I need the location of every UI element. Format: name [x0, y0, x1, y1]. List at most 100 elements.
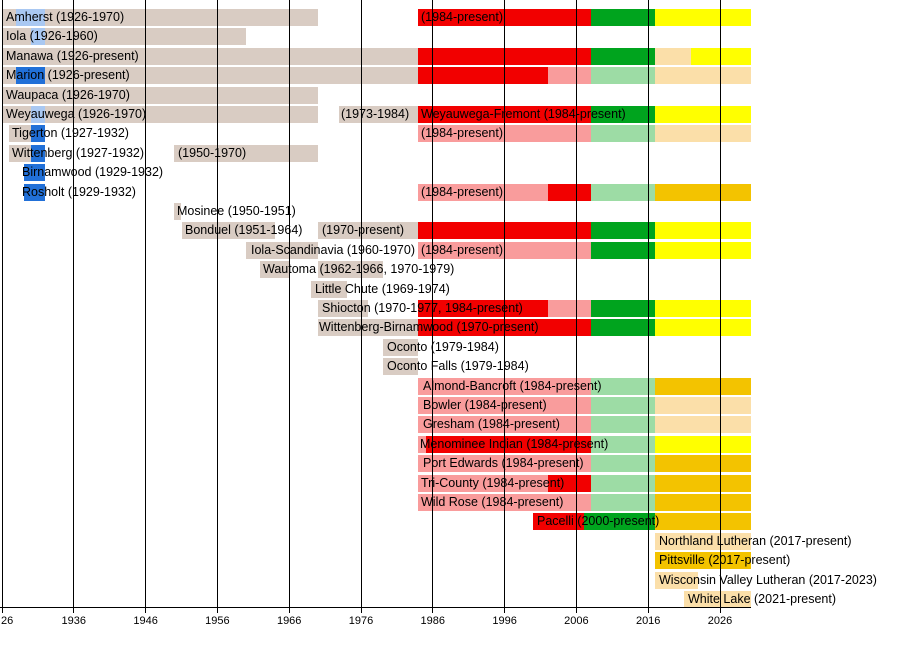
row-label-rosholt: Rosholt (1929-1932) — [22, 184, 136, 199]
row-label-manawa: Manawa (1926-present) — [6, 48, 139, 63]
bar-segment-green — [583, 513, 656, 531]
axis-tick-1956 — [216, 607, 218, 613]
bar-segment-lightgreen — [590, 474, 656, 492]
bar-segment-tan — [382, 338, 419, 356]
decade-gridline-1986 — [432, 0, 434, 607]
bar-segment-pink — [547, 67, 591, 85]
row-label-almond-bancroft: Almond-Bancroft (1984-present) — [423, 378, 602, 393]
timeline-row-marion: Marion (1926-present) — [0, 67, 900, 85]
bar-segment-pink — [418, 474, 548, 492]
bar-segment-gold — [655, 513, 751, 531]
axis-tick-1966 — [288, 607, 290, 613]
axis-tick-label-1926: 26 — [1, 615, 14, 627]
axis-tick-1936 — [73, 607, 75, 613]
row-label-oconto: Oconto (1979-1984) — [387, 339, 499, 354]
axis-tick-label-2006: 2006 — [564, 615, 589, 627]
decade-gridline-1956 — [216, 0, 218, 607]
row-label-port-edwards: Port Edwards (1984-present) — [423, 456, 584, 471]
row-label-wittenberg-birnamwood: Wittenberg-Birnamwood (1970-present) — [319, 320, 539, 335]
bar-segment-lightgreen — [590, 416, 656, 434]
bar-segment-tan — [317, 222, 419, 240]
bar-segment-gold — [655, 494, 751, 511]
row-label-waupaca: Waupaca (1926-1970) — [6, 87, 130, 102]
axis-tick-label-2016: 2016 — [635, 615, 661, 627]
timeline-row-iola: Iola (1926-1960) — [0, 28, 900, 46]
row-label-iola-scandinavia: Iola-Scandinavia (1960-1970) — [251, 242, 415, 257]
timeline-row-weyauwega: Weyauwega (1926-1970) (1973-1984) Weyauweg… — [0, 106, 900, 123]
bar-segment-tan — [317, 261, 383, 279]
timeline-row-little-chute: Little Chute (1969-1974) — [0, 280, 900, 298]
bar-segment-yellow — [655, 106, 751, 123]
row-label-marion: Marion (1926-present) — [6, 68, 130, 83]
decade-gridline-1976 — [360, 0, 362, 607]
bar-segment-yellow — [691, 47, 751, 65]
axis-tick-1976 — [360, 607, 362, 613]
bar-segment-lightgreen — [590, 397, 656, 414]
timeline-row-wittenberg-birnamwood: Wittenberg-Birnamwood (1970-present) — [0, 319, 900, 337]
bar-segment-darkblue — [16, 67, 46, 85]
axis-tick-1946 — [145, 607, 147, 613]
bar-segment-red — [418, 67, 548, 85]
decade-gridline-1946 — [145, 0, 147, 607]
timeline-row-port-edwards: Port Edwards (1984-present) — [0, 455, 900, 473]
bar-segment-tan — [2, 47, 419, 65]
bar-segment-tan — [2, 9, 318, 26]
timeline-row-oconto-falls: Oconto Falls (1979-1984) — [0, 358, 900, 376]
row-label-tigerton: (1984-present) — [421, 126, 503, 141]
bar-segment-wheat — [655, 125, 751, 143]
bar-segment-lightblue — [16, 9, 46, 26]
bar-segment-lightgreen — [590, 494, 656, 511]
bar-segment-tan — [2, 106, 318, 123]
bar-segment-darkblue — [23, 164, 46, 182]
bar-segment-lightblue — [30, 28, 46, 46]
bar-segment-wheat — [655, 47, 692, 65]
timeline-row-shiocton: Shiocton (1970-1977, 1984-present) — [0, 300, 900, 317]
bar-segment-green — [590, 47, 656, 65]
timeline-row-bonduel: Bonduel (1951-1964) (1970-present) — [0, 222, 900, 240]
timeline-row-mosinee: Mosinee (1950-1951) — [0, 203, 900, 220]
bar-segment-lightgreen — [590, 455, 656, 473]
bar-segment-tan — [174, 203, 182, 220]
row-label-shiocton: Shiocton (1970-1977, 1984-present) — [322, 301, 523, 315]
row-label-oconto-falls: Oconto Falls (1979-1984) — [387, 359, 529, 374]
timeline-row-almond-bancroft: Almond-Bancroft (1984-present) — [0, 377, 900, 395]
row-label-pacelli: Pacelli (2000-present) — [537, 514, 660, 529]
bar-segment-gold — [655, 183, 751, 201]
axis-tick-label-1996: 1996 — [492, 615, 517, 627]
axis-tick-label-2026: 2026 — [707, 615, 733, 627]
row-label-wittenberg: (1950-1970) — [178, 145, 247, 160]
bar-segment-darkblue — [30, 125, 46, 143]
row-label-gresham: Gresham (1984-present) — [423, 417, 560, 432]
bar-segment-lightblue — [30, 106, 46, 123]
bar-segment-yellow — [655, 435, 751, 453]
bar-segment-green — [590, 222, 656, 240]
bar-segment-tan — [339, 106, 419, 123]
bar-segment-green — [590, 9, 656, 26]
bar-segment-yellow — [655, 241, 751, 259]
timeline-row-wautoma: Wautoma (1962-1966, 1970-1979) — [0, 261, 900, 279]
bar-segment-gold — [655, 377, 751, 395]
bar-segment-tan — [181, 222, 275, 240]
timeline-row-pittsville: Pittsville (2017-present) — [0, 552, 900, 570]
row-label-amherst: Amherst (1926-1970) — [6, 10, 125, 24]
bar-segment-yellow — [655, 222, 751, 240]
decade-gridline-2016 — [647, 0, 649, 607]
row-label-northland-lutheran: Northland Lutheran (2017-present) — [659, 533, 852, 548]
timeline-row-gresham: Gresham (1984-present) — [0, 416, 900, 434]
row-label-tigerton: Tigerton (1927-1932) — [12, 126, 129, 141]
axis-tick-2016 — [647, 607, 649, 613]
bar-segment-green — [590, 241, 656, 259]
timeline-row-rosholt: Rosholt (1929-1932) (1984-present) — [0, 183, 900, 201]
bar-segment-lightgreen — [590, 377, 656, 395]
bar-segment-tan — [382, 358, 419, 376]
decade-gridline-2026 — [719, 0, 721, 607]
bar-segment-yellow — [655, 9, 751, 26]
bar-segment-yellow — [655, 300, 751, 317]
decade-gridline-1996 — [504, 0, 506, 607]
axis-tick-label-1956: 1956 — [205, 615, 230, 627]
row-label-weyauwega: Weyauwega-Fremont (1984-present) — [421, 107, 626, 121]
bar-segment-pink — [547, 300, 591, 317]
timeline-row-iola-scandinavia: Iola-Scandinavia (1960-1970) (1984-presen… — [0, 241, 900, 259]
bar-segment-tan — [260, 261, 290, 279]
row-label-white-lake: White Lake (2021-present) — [688, 592, 836, 606]
